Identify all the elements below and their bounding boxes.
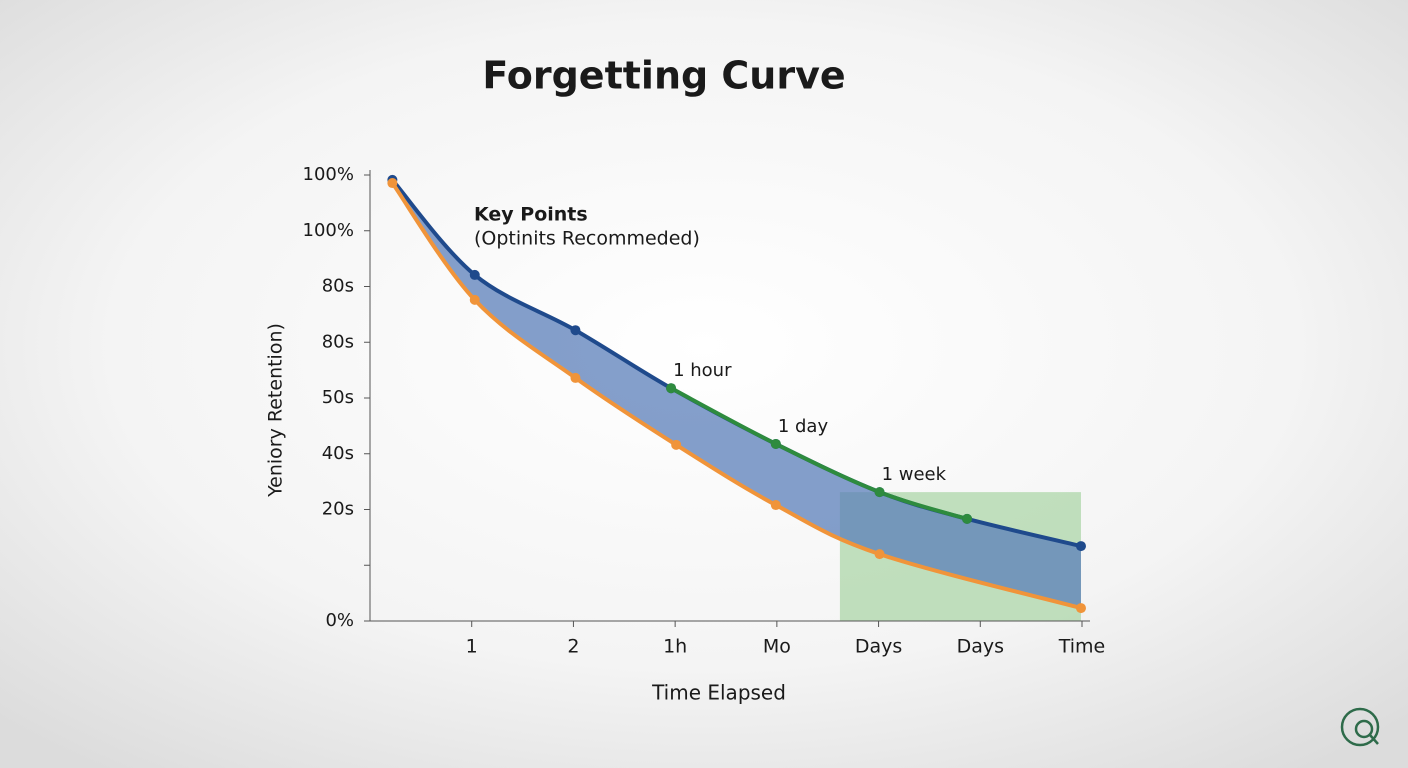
x-axis-label: Time Elapsed: [651, 681, 786, 705]
point: [570, 372, 581, 383]
x-tick-label: Mo: [763, 636, 791, 658]
chart-title: Forgetting Curve: [482, 54, 845, 98]
x-tick-label: 1h: [663, 636, 687, 658]
y-tick-label: 20s: [322, 499, 354, 520]
y-tick-label: 40s: [322, 443, 354, 464]
point: [962, 513, 973, 524]
band-fill: [392, 179, 1081, 609]
point: [770, 500, 781, 511]
line: [669, 386, 970, 521]
y-tick-label: 100%: [303, 164, 354, 185]
annotation: 1 week: [882, 464, 947, 485]
annotation: 1 hour: [673, 360, 732, 381]
point: [770, 438, 781, 449]
x-tick-label: 2: [567, 636, 579, 658]
point: [1075, 603, 1086, 614]
point: [469, 294, 480, 305]
point: [469, 269, 480, 280]
plot: 0% 20s 40s 50s 80s 80s 100% 100% 1 2 1h Mo Days Days T…: [303, 164, 1106, 658]
point: [570, 325, 581, 336]
note-subtitle: (Optinits Recommeded): [474, 228, 700, 250]
point: [671, 439, 682, 450]
logo-icon: [1340, 707, 1380, 747]
y-axis-label: Yeniory Retention): [265, 323, 287, 498]
point: [387, 178, 398, 189]
x-tick-label: Days: [855, 636, 902, 658]
point: [1075, 541, 1086, 552]
y-tick-label: 100%: [303, 220, 354, 241]
annotation: 1 day: [778, 416, 829, 437]
y-tick-label: 50s: [322, 387, 354, 408]
note-title: Key Points: [474, 204, 588, 226]
x-tick-label: Days: [957, 636, 1004, 658]
y-tick-label: 0%: [325, 610, 354, 631]
point: [666, 383, 677, 394]
point: [874, 487, 885, 498]
point: [874, 549, 885, 560]
y-tick-label: 80s: [322, 276, 354, 297]
x-tick-label: Time: [1058, 636, 1106, 658]
y-tick-label: 80s: [322, 331, 354, 352]
x-tick-label: 1: [466, 636, 478, 658]
